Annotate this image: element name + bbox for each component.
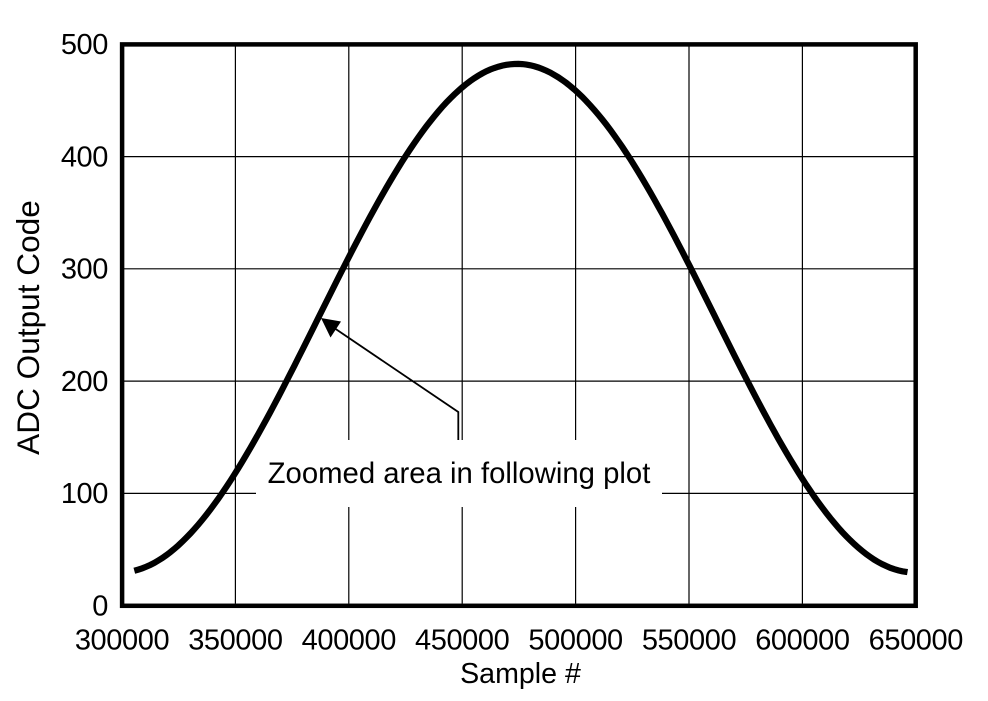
svg-text:200: 200 [61, 366, 108, 398]
svg-text:600000: 600000 [755, 625, 849, 657]
svg-text:300000: 300000 [75, 625, 169, 657]
svg-text:300: 300 [61, 254, 108, 286]
svg-text:550000: 550000 [642, 625, 736, 657]
svg-text:400000: 400000 [302, 625, 396, 657]
svg-text:Zoomed area in following plot: Zoomed area in following plot [268, 457, 651, 490]
svg-text:500000: 500000 [528, 625, 622, 657]
svg-text:400: 400 [61, 141, 108, 173]
svg-text:450000: 450000 [415, 625, 509, 657]
svg-text:Sample #: Sample # [460, 658, 581, 690]
svg-text:100: 100 [61, 478, 108, 510]
svg-text:500: 500 [61, 29, 108, 61]
svg-text:350000: 350000 [188, 625, 282, 657]
svg-text:ADC Output Code: ADC Output Code [10, 200, 46, 455]
svg-text:0: 0 [92, 590, 108, 622]
svg-text:650000: 650000 [869, 625, 963, 657]
